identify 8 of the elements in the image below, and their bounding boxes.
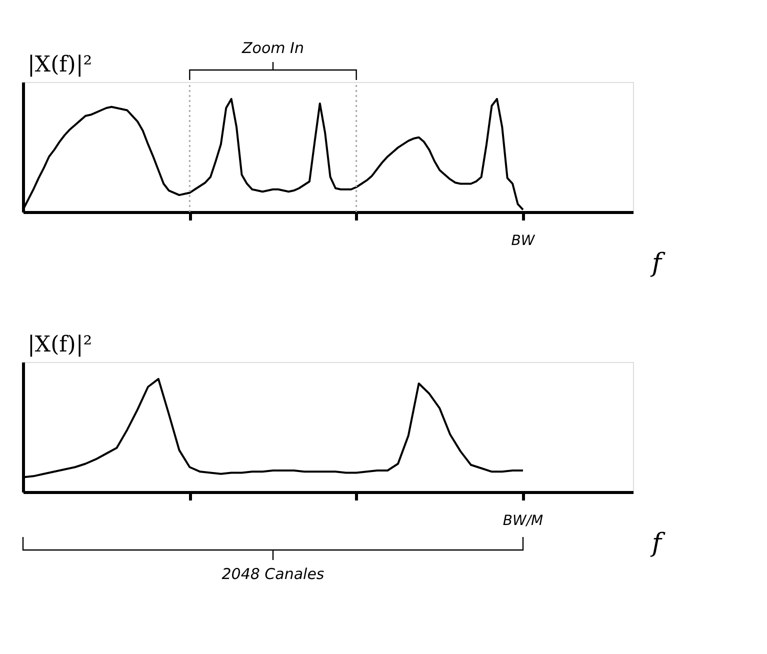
y-axis-title: |X(f)|² bbox=[28, 332, 92, 358]
text: Zoom In bbox=[241, 39, 304, 57]
x-axis-title: f bbox=[650, 528, 666, 558]
text: 2048 Canales bbox=[222, 565, 324, 583]
text: BW bbox=[511, 233, 536, 249]
x-axis-title: f bbox=[650, 248, 666, 278]
text: BW/M bbox=[502, 513, 544, 529]
y-axis-title: |X(f)|² bbox=[28, 52, 92, 78]
